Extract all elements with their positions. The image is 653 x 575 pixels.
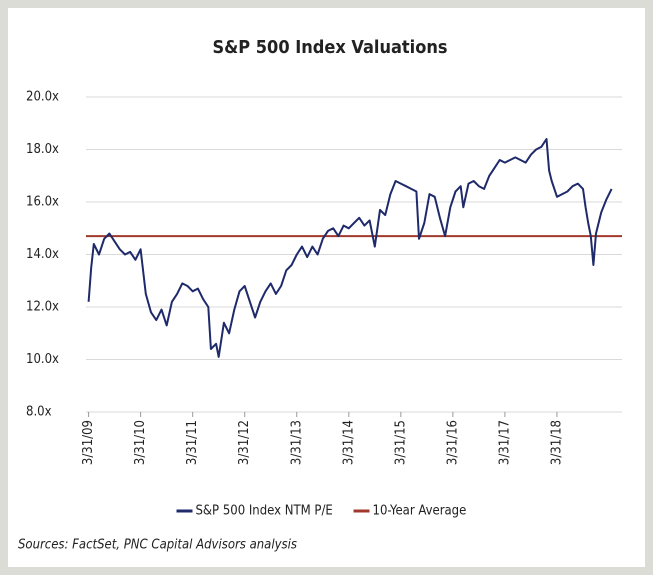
y-tick-label: 16.0x bbox=[26, 195, 59, 210]
x-tick-label: 3/31/10 bbox=[133, 420, 148, 465]
x-tick-label: 3/31/13 bbox=[289, 420, 304, 465]
x-tick-label: 3/31/12 bbox=[237, 420, 252, 465]
y-tick-label: 10.0x bbox=[26, 352, 59, 367]
y-tick-label: 20.0x bbox=[26, 90, 59, 105]
x-tick-label: 3/31/18 bbox=[549, 420, 564, 465]
series-line bbox=[87, 138, 613, 358]
panel bbox=[8, 8, 645, 567]
x-tick-label: 3/31/09 bbox=[81, 420, 96, 465]
x-tick-label: 3/31/15 bbox=[393, 420, 408, 465]
legend-label: 10-Year Average bbox=[373, 504, 467, 519]
source-note: Sources: FactSet, PNC Capital Advisors a… bbox=[18, 538, 297, 553]
x-tick-label: 3/31/17 bbox=[497, 420, 512, 465]
x-tick-label: 3/31/16 bbox=[445, 420, 460, 465]
legend-label: S&P 500 Index NTM P/E bbox=[196, 504, 333, 519]
y-tick-label: 14.0x bbox=[26, 247, 59, 262]
x-tick-label: 3/31/11 bbox=[185, 420, 200, 465]
chart-title: S&P 500 Index Valuations bbox=[213, 37, 448, 58]
y-tick-label: 12.0x bbox=[26, 300, 59, 315]
y-tick-label: 18.0x bbox=[26, 142, 59, 157]
x-tick-label: 3/31/14 bbox=[341, 420, 356, 465]
y-tick-label: 8.0x bbox=[26, 405, 52, 420]
